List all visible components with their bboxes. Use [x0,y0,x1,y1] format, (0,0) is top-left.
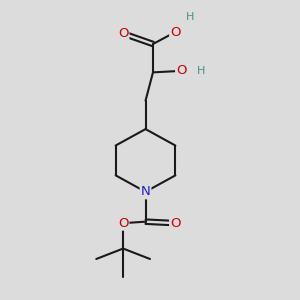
Text: O: O [118,27,128,40]
Text: O: O [176,64,187,77]
Text: H: H [186,12,194,22]
Text: N: N [141,185,150,198]
Text: H: H [196,66,205,76]
Text: O: O [170,217,181,230]
Text: O: O [118,217,128,230]
Text: O: O [170,26,181,38]
